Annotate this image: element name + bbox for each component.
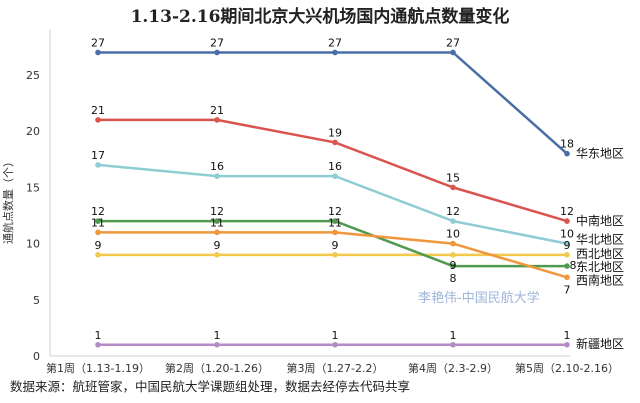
data-point [450,252,456,258]
data-point [564,274,570,281]
data-label: 9 [95,239,102,252]
data-label: 1 [95,329,102,342]
data-point [450,263,456,269]
x-tick-label: 第3周（1.27-2.2） [287,361,384,375]
data-point [332,341,338,348]
data-label: 15 [446,171,460,184]
data-label: 21 [91,104,105,117]
series-name-label: 西南地区 [576,272,624,287]
data-label: 1 [332,329,339,342]
data-point [564,263,570,269]
data-label: 18 [560,138,574,151]
data-label: 9 [450,259,457,272]
x-tick-label: 第2周（1.20-1.26） [165,361,269,375]
series-name-label: 华东地区 [576,147,624,161]
data-point [332,218,338,224]
series-name-label: 中南地区 [576,213,624,228]
data-label: 11 [91,216,105,229]
x-tick-label: 第1周（1.13-1.19） [46,361,150,375]
data-label: 27 [91,36,105,49]
y-tick-label: 15 [26,181,40,194]
data-point [95,252,101,258]
data-point [95,341,101,348]
data-label: 12 [210,205,224,218]
data-label: 16 [210,160,224,173]
y-tick-label: 10 [26,238,40,251]
ticks-layer: 0 5 10 15 20 25 第1周（1.13-1.19） 第2周（1.20-1.26） 第3… [26,69,619,375]
data-label: 16 [328,160,342,173]
data-point [332,139,338,146]
data-label: 12 [560,205,574,218]
y-tick-label: 20 [26,125,40,138]
data-point [450,184,456,191]
data-label: 12 [91,205,105,218]
data-label: 12 [446,205,460,218]
data-point [564,240,570,247]
chart-title: 1.13-2.16期间北京大兴机场国内通航点数量变化 [130,7,510,27]
data-label: 27 [446,36,460,49]
y-axis-label: 通航点数量（个） [1,156,15,244]
series-name-label: 西北地区 [576,247,624,261]
data-label: 1 [214,329,221,342]
data-point [564,150,570,157]
data-label: 9 [332,239,339,252]
y-tick-label: 25 [26,69,40,82]
data-point [332,229,338,236]
data-point [450,218,456,224]
data-point [214,341,220,348]
data-label: 19 [328,126,342,139]
data-point [450,240,456,247]
data-label: 8 [450,272,457,285]
data-point [214,173,220,179]
x-tick-label: 第4周（2.3-2.9） [408,361,498,375]
data-point [95,49,101,56]
data-label: 10 [446,228,460,241]
data-label: 10 [560,228,574,241]
y-tick-label: 0 [33,350,40,363]
data-source-note: 数据来源：航班管家，中国民航大学课题组处理，数据去经停去代码共享 [10,379,411,394]
series-name-label: 华北地区 [576,233,624,247]
data-point [95,229,101,236]
data-label: 1 [450,329,457,342]
data-label: 27 [210,36,224,49]
data-point [214,218,220,224]
data-point [95,162,101,168]
data-label: 11 [328,216,342,229]
series-name-label: 东北地区 [576,260,624,274]
data-label: 11 [210,216,224,229]
data-point [214,117,220,123]
data-label: 9 [214,239,221,252]
data-label: 9 [564,239,571,252]
x-tick-label: 第5周（2.10-2.16） [515,361,619,375]
data-label: 17 [91,149,105,162]
data-point [564,252,570,258]
data-point [450,49,456,56]
data-point [214,252,220,258]
data-point [332,49,338,56]
data-label: 27 [328,36,342,49]
data-point [564,341,570,348]
watermark: 李艳伟-中国民航大学 [418,290,540,306]
data-point [332,252,338,258]
data-point [214,229,220,236]
data-point [564,218,570,224]
data-point [214,49,220,56]
data-label: 12 [328,205,342,218]
data-point [332,173,338,179]
data-point [95,117,101,123]
data-point [450,341,456,348]
y-tick-label: 5 [33,294,40,307]
data-label: 1 [564,329,571,342]
data-label: 7 [564,283,571,296]
data-label: 21 [210,104,224,117]
series-name-label: 新疆地区 [576,336,624,351]
data-point [95,218,101,224]
lines-layer [95,49,570,348]
data-label: 8 [570,259,577,272]
